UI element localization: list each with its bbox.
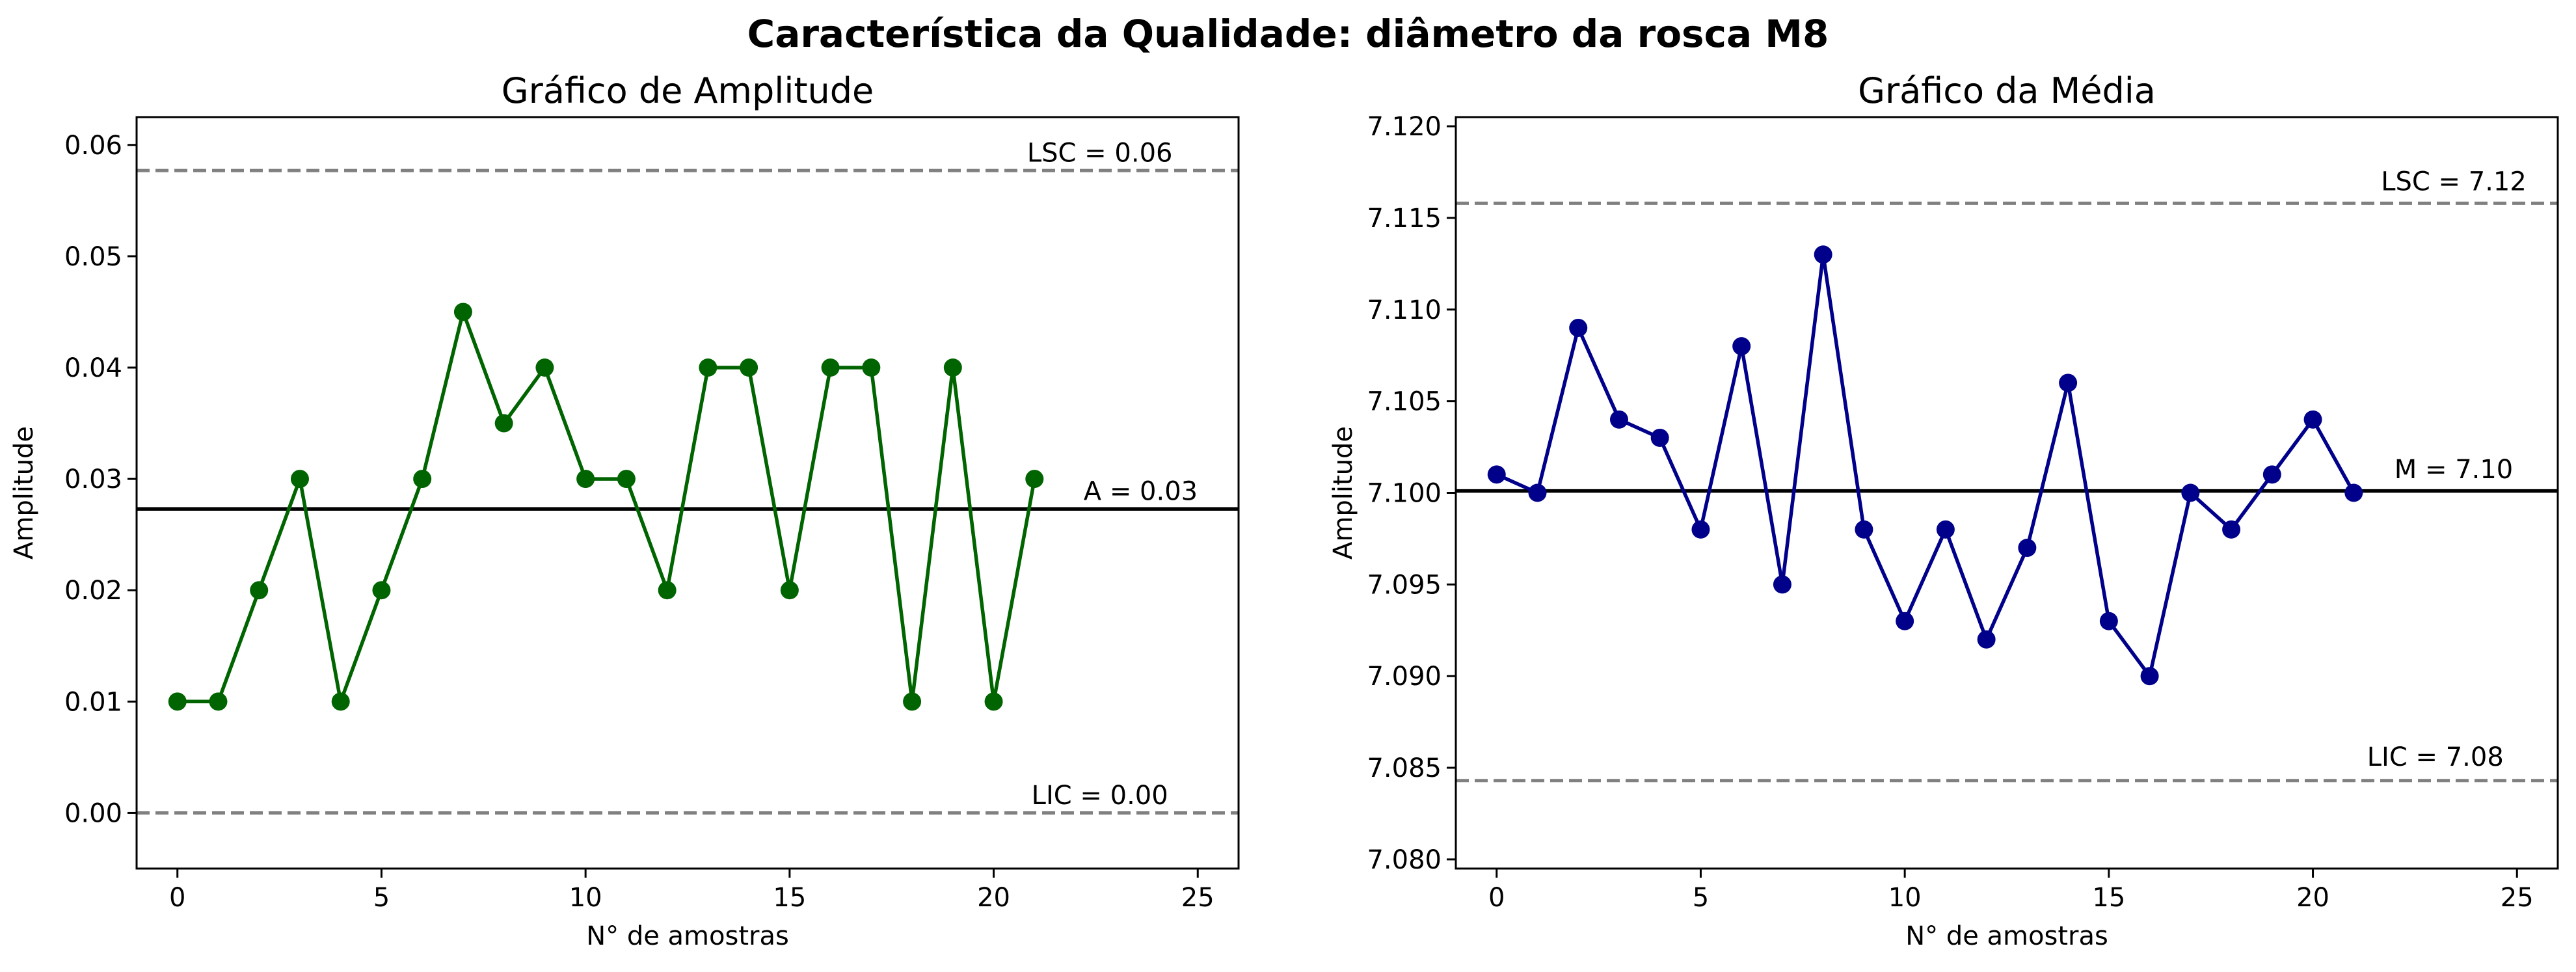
data-point <box>1650 428 1669 447</box>
x-tick-label: 20 <box>977 883 1010 913</box>
y-tick-label: 0.06 <box>64 131 122 161</box>
data-point <box>2140 667 2159 686</box>
chart-title: Gráfico da Média <box>1858 70 2156 111</box>
y-tick-label: 0.02 <box>64 576 122 606</box>
range-chart-panel: Gráfico de Amplitude N° de amostras Amplit… <box>9 70 1240 951</box>
x-tick-label: 5 <box>373 883 390 913</box>
data-point <box>1773 575 1791 594</box>
data-point <box>1487 465 1506 484</box>
x-tick-label: 0 <box>169 883 185 913</box>
y-tick-label: 7.100 <box>1367 479 1442 509</box>
limit-label: LSC = 0.06 <box>1027 138 1173 168</box>
x-axis-label: N° de amostras <box>1905 921 2108 951</box>
chart-title: Gráfico de Amplitude <box>502 70 874 111</box>
y-tick-label: 0.03 <box>64 465 122 494</box>
data-point <box>250 581 269 600</box>
data-point <box>740 358 758 377</box>
data-point <box>2181 483 2200 502</box>
y-tick-label: 7.085 <box>1367 753 1442 783</box>
y-tick-label: 0.05 <box>64 242 122 272</box>
y-tick-label: 7.105 <box>1367 387 1442 417</box>
data-point <box>494 414 513 433</box>
data-point <box>331 692 350 711</box>
data-point <box>1896 612 1914 630</box>
data-point <box>576 470 595 489</box>
limit-label: LIC = 7.08 <box>2367 742 2504 772</box>
y-tick-label: 7.090 <box>1367 662 1442 692</box>
data-point <box>943 358 962 377</box>
limit-label: A = 0.03 <box>1084 477 1198 507</box>
x-axis-label: N° de amostras <box>586 921 789 951</box>
y-tick-label: 0.00 <box>64 798 122 828</box>
x-tick-label: 0 <box>1488 883 1505 913</box>
data-point <box>821 358 840 377</box>
data-point <box>2018 539 2037 558</box>
data-point <box>535 358 554 377</box>
data-point <box>1936 520 1955 539</box>
y-tick-label: 7.120 <box>1367 112 1442 142</box>
data-point <box>209 692 228 711</box>
data-point <box>1977 630 1996 649</box>
mean-chart-panel: Gráfico da Média N° de amostras Amplitude 0… <box>1328 70 2559 951</box>
data-point <box>2303 410 2322 429</box>
data-point <box>290 470 309 489</box>
y-tick-label: 7.115 <box>1367 204 1442 234</box>
y-tick-label: 0.04 <box>64 353 122 383</box>
data-point <box>984 692 1003 711</box>
x-tick-label: 25 <box>2501 883 2534 913</box>
plot-frame <box>135 116 1240 870</box>
x-tick-label: 5 <box>1693 883 1709 913</box>
data-point <box>1814 245 1832 264</box>
plot-frame <box>1455 116 2559 870</box>
data-point <box>699 358 718 377</box>
y-tick-label: 7.110 <box>1367 295 1442 325</box>
x-tick-label: 20 <box>2296 883 2329 913</box>
y-axis-label: Amplitude <box>1328 426 1358 560</box>
data-point <box>413 470 432 489</box>
x-tick-label: 10 <box>569 883 602 913</box>
data-point <box>1732 337 1751 356</box>
x-tick-label: 25 <box>1181 883 1214 913</box>
x-tick-label: 15 <box>2092 883 2125 913</box>
data-point <box>780 581 799 600</box>
data-point <box>1691 520 1710 539</box>
figure-title: Característica da Qualidade: diâmetro da… <box>747 12 1829 56</box>
data-point <box>2222 520 2241 539</box>
limit-label: LSC = 7.12 <box>2381 167 2527 197</box>
series-line <box>1496 252 2355 678</box>
data-point <box>903 692 922 711</box>
y-tick-label: 7.080 <box>1367 845 1442 875</box>
data-point <box>453 303 472 321</box>
data-point <box>168 692 187 711</box>
data-point <box>658 581 677 600</box>
data-point <box>2099 612 2118 630</box>
y-axis-label: Amplitude <box>9 426 39 560</box>
data-point <box>2262 465 2281 484</box>
data-point <box>1855 520 1873 539</box>
data-point <box>1609 410 1628 429</box>
data-point <box>372 581 391 600</box>
data-point <box>617 470 636 489</box>
y-tick-label: 7.095 <box>1367 570 1442 600</box>
data-point <box>2344 483 2363 502</box>
data-point <box>1569 318 1588 337</box>
data-point <box>1528 483 1547 502</box>
series-line <box>177 310 1037 704</box>
x-tick-label: 15 <box>773 883 806 913</box>
x-tick-label: 10 <box>1888 883 1922 913</box>
limit-label: LIC = 0.00 <box>1032 781 1168 811</box>
y-tick-label: 0.01 <box>64 687 122 717</box>
data-point <box>1025 470 1044 489</box>
data-point <box>2059 373 2078 392</box>
limit-label: M = 7.10 <box>2395 455 2514 485</box>
data-point <box>862 358 881 377</box>
